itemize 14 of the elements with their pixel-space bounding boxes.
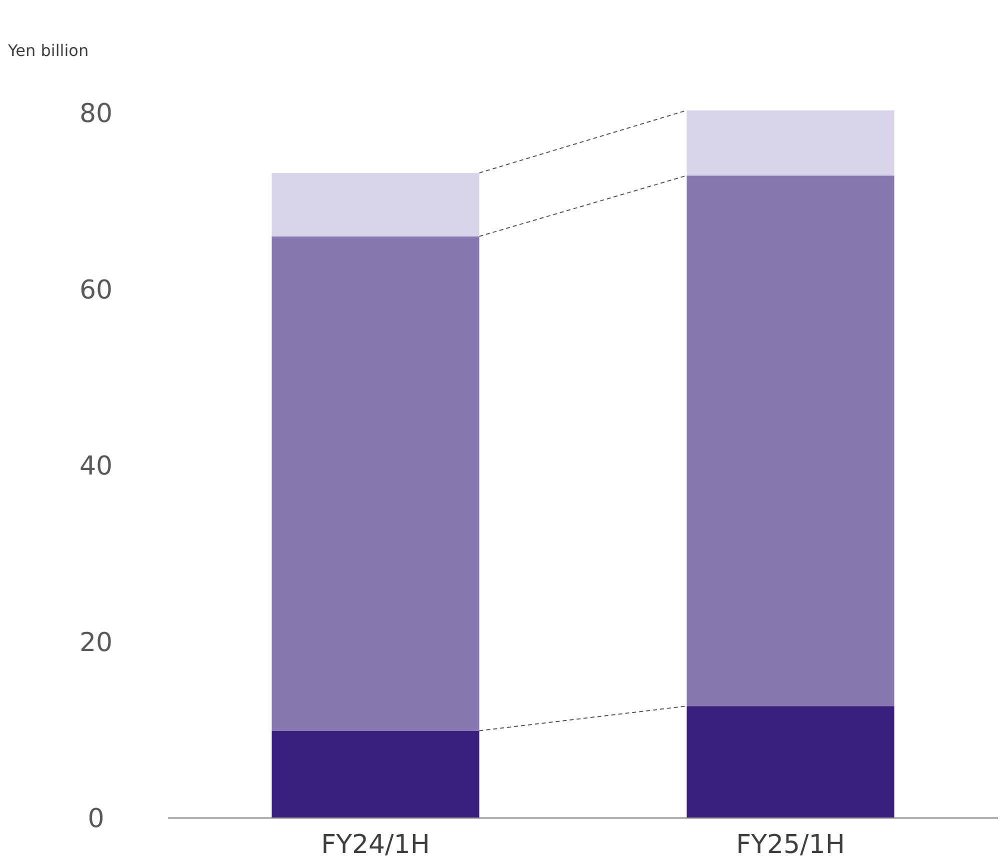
y-tick-label: 0 [88, 804, 104, 834]
bar [686, 176, 894, 706]
bar [686, 110, 894, 176]
y-axis-title: Yen billion [7, 41, 89, 60]
y-tick-label: 20 [79, 628, 113, 658]
bar [272, 172, 480, 236]
bar [686, 706, 894, 818]
x-tick-label: FY25/1H [736, 830, 845, 860]
x-tick-label: FY24/1H [321, 830, 430, 860]
y-tick-label: 80 [79, 99, 113, 130]
y-tick-label: 60 [79, 275, 113, 306]
bar [272, 730, 480, 818]
bar [272, 236, 480, 731]
y-tick-label: 40 [79, 452, 113, 482]
